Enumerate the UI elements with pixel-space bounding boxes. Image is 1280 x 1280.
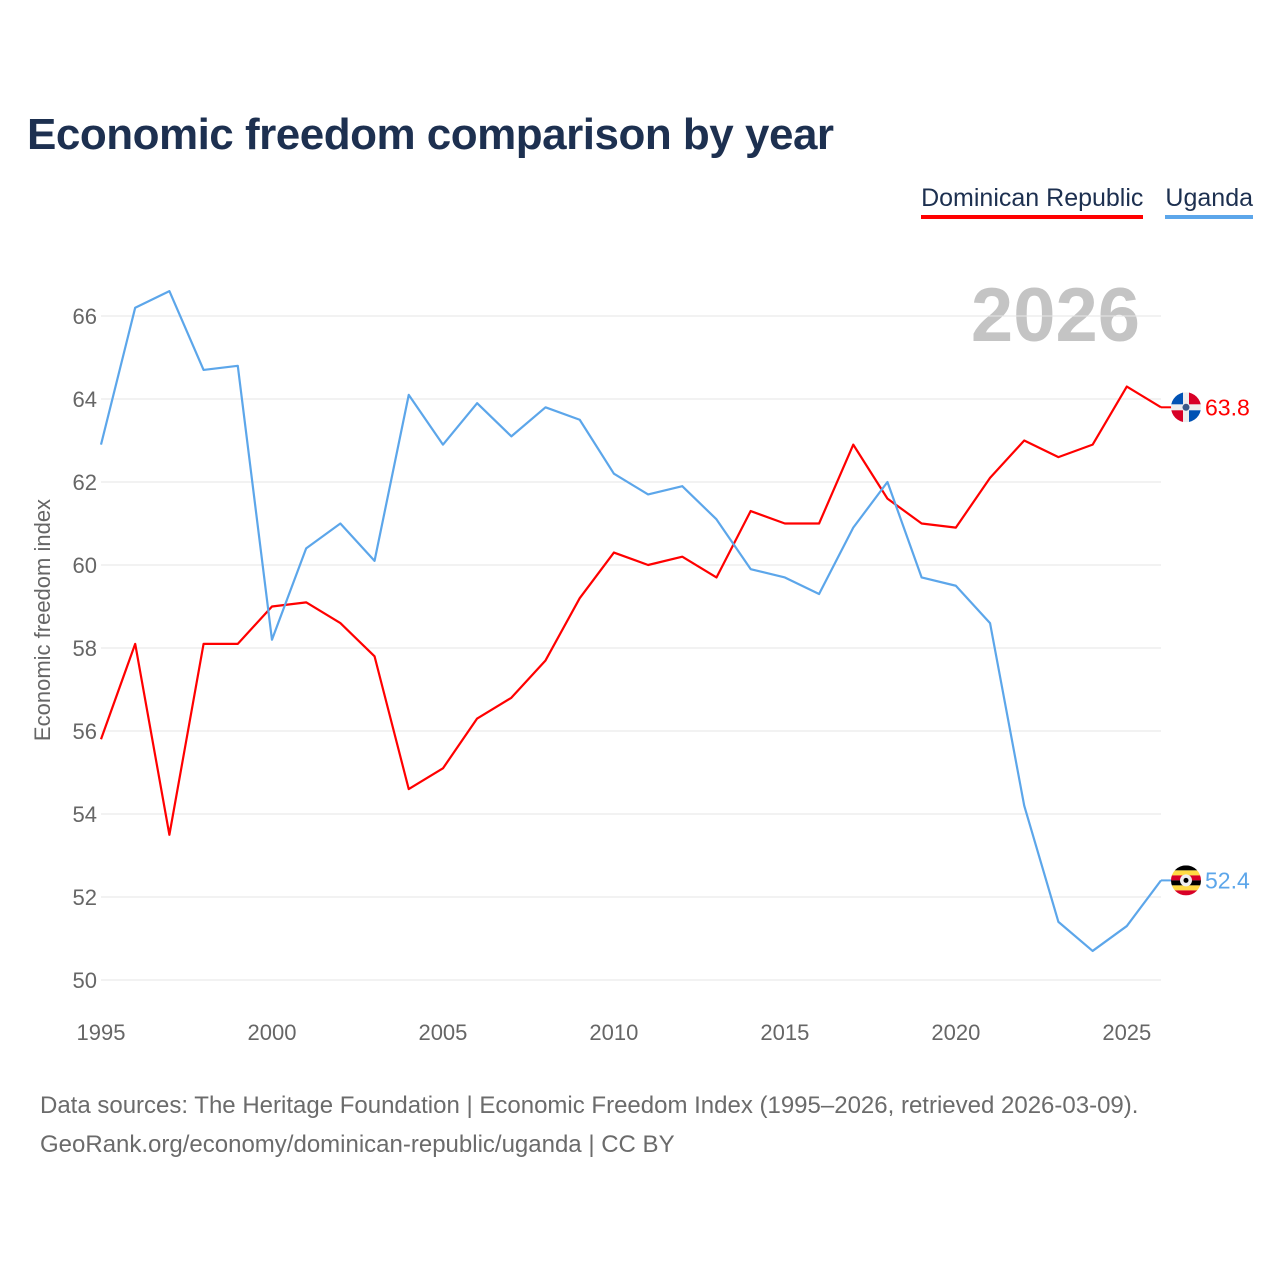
series-line-1 — [99, 290, 1162, 953]
x-tick-label: 1995 — [77, 1020, 126, 1045]
x-tick-label: 2010 — [589, 1020, 638, 1045]
y-tick-label: 52 — [73, 885, 97, 910]
y-tick-label: 64 — [73, 387, 97, 412]
y-tick-label: 58 — [73, 636, 97, 661]
y-tick-label: 56 — [73, 719, 97, 744]
y-tick-label: 60 — [73, 553, 97, 578]
legend-uganda[interactable]: Uganda — [1165, 184, 1253, 219]
y-tick-label: 50 — [73, 968, 97, 993]
y-axis-label: Economic freedom index — [30, 499, 55, 741]
y-tick-label: 62 — [73, 470, 97, 495]
footer: Data sources: The Heritage Foundation | … — [40, 1086, 1138, 1164]
source-note: Data sources: The Heritage Foundation | … — [40, 1092, 1139, 1119]
y-tick-label: 66 — [73, 304, 97, 329]
source-link[interactable]: GeoRank.org/economy/dominican-republic/u… — [40, 1131, 675, 1158]
legend-dominican-republic[interactable]: Dominican Republic — [921, 184, 1144, 219]
series-line-0 — [99, 385, 1162, 836]
end-value-label: 52.4 — [1205, 867, 1250, 893]
end-value-label: 63.8 — [1205, 394, 1250, 420]
x-tick-label: 2025 — [1102, 1020, 1151, 1045]
chart-title: Economic freedom comparison by year — [27, 110, 834, 159]
x-tick-label: 2005 — [418, 1020, 467, 1045]
x-tick-label: 2015 — [760, 1020, 809, 1045]
uganda-flag-icon — [1171, 865, 1201, 896]
x-tick-label: 2020 — [931, 1020, 980, 1045]
legend: Dominican Republic Uganda — [921, 184, 1253, 219]
x-tick-label: 2000 — [247, 1020, 296, 1045]
dominican-republic-flag-icon — [1171, 392, 1201, 423]
y-tick-label: 54 — [73, 802, 97, 827]
